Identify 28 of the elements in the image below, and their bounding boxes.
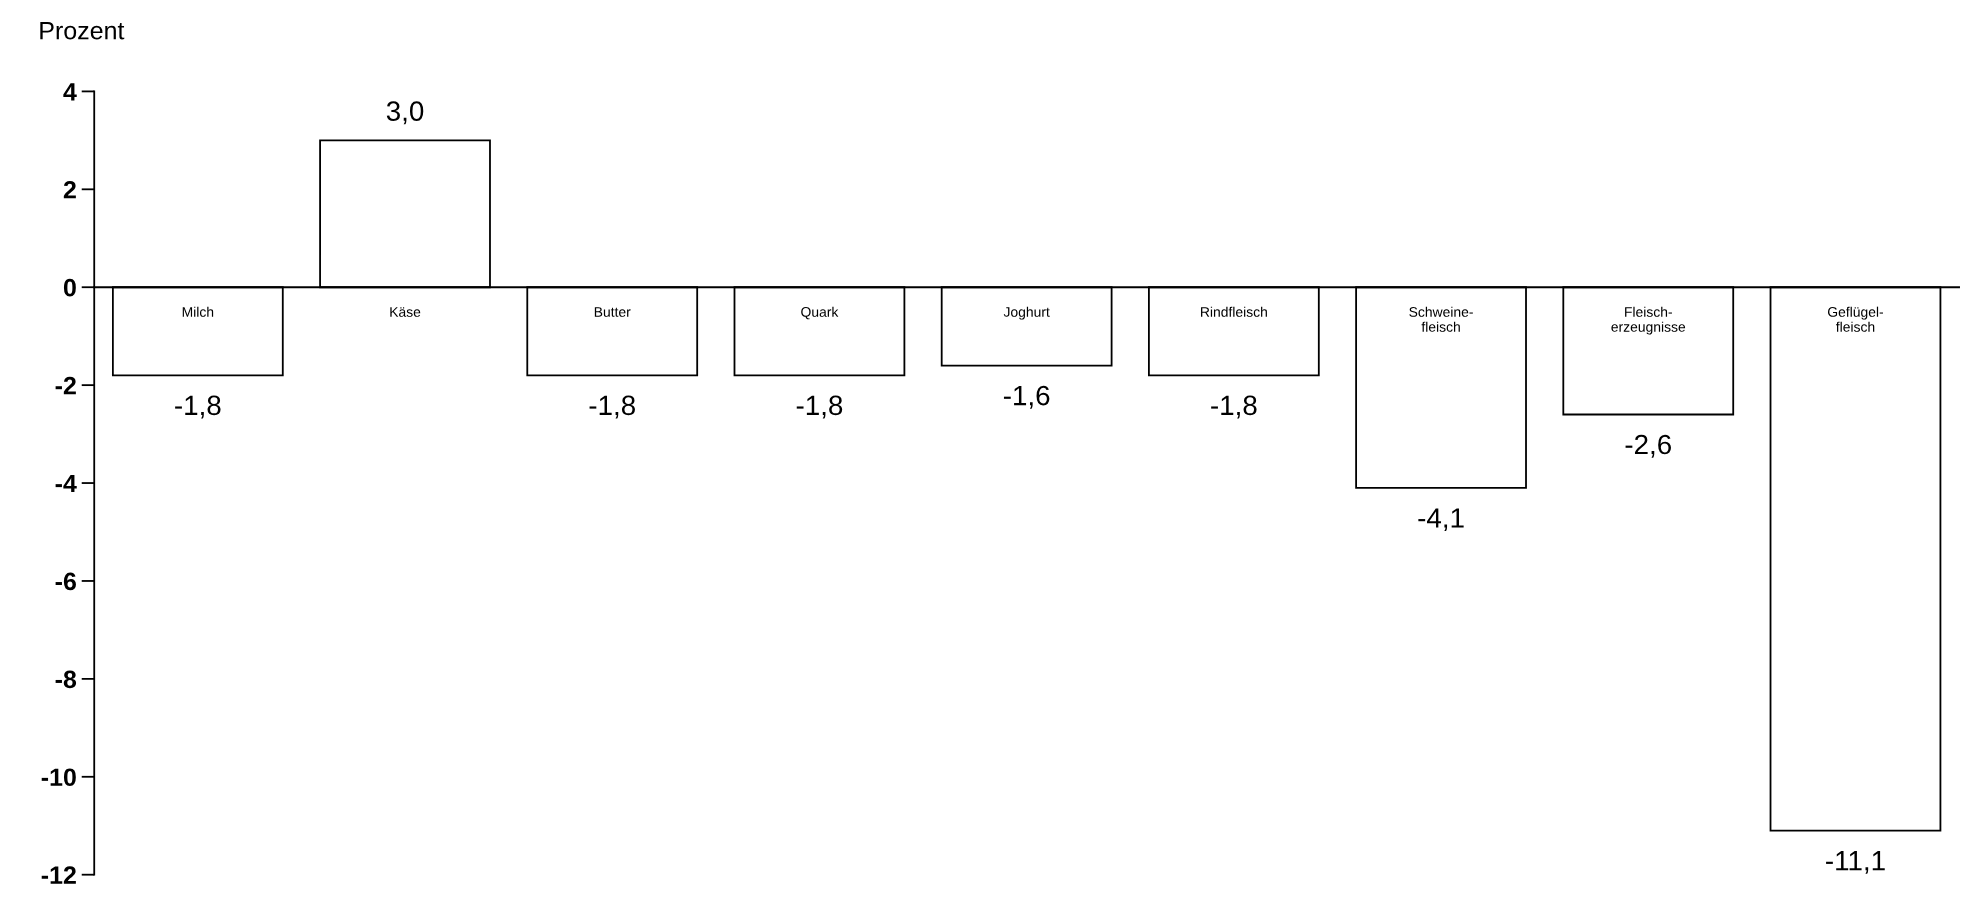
y-tick-label: -8	[55, 670, 77, 689]
y-tick-label: -2	[55, 376, 76, 395]
y-tick-label: -4	[55, 474, 77, 493]
data-label: -1,6	[1003, 385, 1050, 409]
data-label: -4,1	[1418, 508, 1464, 532]
data-label: -1,8	[1211, 395, 1257, 419]
y-tick-label: -10	[41, 768, 76, 787]
data-label: -1,8	[175, 395, 221, 419]
y-tick-label: 2	[63, 180, 76, 199]
y-axis-title: Prozent	[40, 22, 125, 40]
data-label: 3,0	[386, 101, 424, 125]
x-tick-label: Fleisch- erzeugnisse	[1611, 306, 1686, 335]
x-tick-label: Butter	[594, 307, 631, 317]
y-tick-label: -6	[55, 572, 76, 591]
data-label: -2,6	[1625, 434, 1671, 458]
x-tick-label: Rindfleisch	[1201, 306, 1267, 317]
x-tick-label: Milch	[182, 306, 214, 317]
data-label: -1,8	[796, 395, 843, 419]
y-tick-label: 4	[63, 83, 77, 101]
data-label: -11,1	[1826, 851, 1885, 874]
x-tick-label: Käse	[390, 307, 421, 317]
y-tick-label: 0	[63, 278, 76, 297]
x-tick-label: Quark	[801, 306, 839, 320]
x-tick-label: Joghurt	[1003, 306, 1050, 320]
y-tick-label: -12	[41, 866, 76, 884]
data-label: -1,8	[589, 395, 635, 419]
x-tick-label: Schweine- fleisch	[1409, 306, 1473, 332]
x-tick-label: Geflügel- fleisch	[1827, 306, 1884, 332]
